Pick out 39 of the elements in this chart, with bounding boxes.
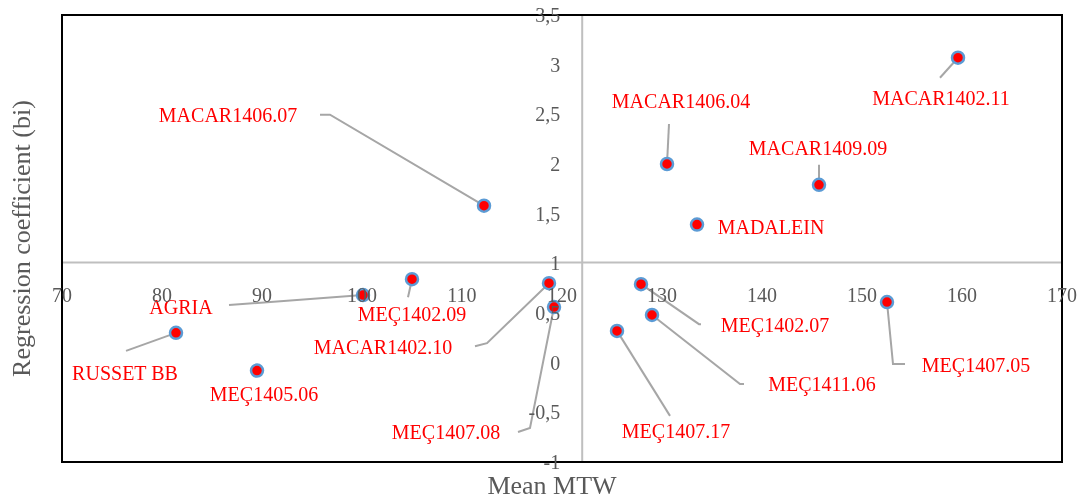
point — [811, 177, 827, 193]
annotation: MACAR1406.07 — [158, 103, 298, 126]
x-tick-label: 140 — [747, 284, 777, 307]
annotation: MACAR1402.10 — [313, 336, 453, 359]
point — [633, 276, 649, 292]
point — [644, 307, 660, 323]
point — [249, 363, 265, 378]
annotation: MEÇ1402.07 — [720, 314, 830, 338]
x-tick-label: 90 — [252, 284, 272, 307]
point — [950, 50, 966, 65]
x-tick-label: 130 — [647, 284, 677, 307]
point — [404, 271, 420, 287]
annotation: MEÇ1405.06 — [209, 382, 319, 406]
x-tick-label: 150 — [847, 284, 877, 307]
annotation: MACAR1402.11 — [872, 86, 1010, 109]
y-tick-label: 1,5 — [535, 202, 561, 225]
y-tick-label: -0,5 — [528, 401, 561, 424]
annotation: MACAR1406.04 — [611, 90, 751, 112]
point — [879, 294, 895, 310]
point — [689, 217, 705, 232]
y-tick-label: 1 — [550, 252, 561, 275]
y-axis-title: Regression coefficient (bi) — [7, 100, 36, 377]
annotation: MEÇ1407.05 — [921, 354, 1031, 378]
y-tick-label: 3 — [550, 53, 561, 76]
annotation: MACAR1409.09 — [748, 136, 888, 159]
x-tick-label: 160 — [947, 284, 977, 307]
x-axis-title: Mean MTW — [487, 471, 618, 500]
point — [476, 198, 492, 213]
point — [168, 325, 184, 341]
y-tick-label: 0 — [550, 351, 561, 374]
y-tick-label: 2 — [550, 153, 561, 175]
annotation: RUSSET BB — [72, 361, 178, 384]
annotation: MADALEIN — [717, 215, 825, 238]
annotation: MEÇ1407.08 — [391, 421, 501, 445]
annotation: MEÇ1411.06 — [768, 372, 876, 396]
point — [659, 156, 675, 172]
y-tick-label: 2,5 — [535, 103, 561, 126]
point — [609, 323, 625, 339]
annotation: MEÇ1407.17 — [621, 419, 731, 443]
